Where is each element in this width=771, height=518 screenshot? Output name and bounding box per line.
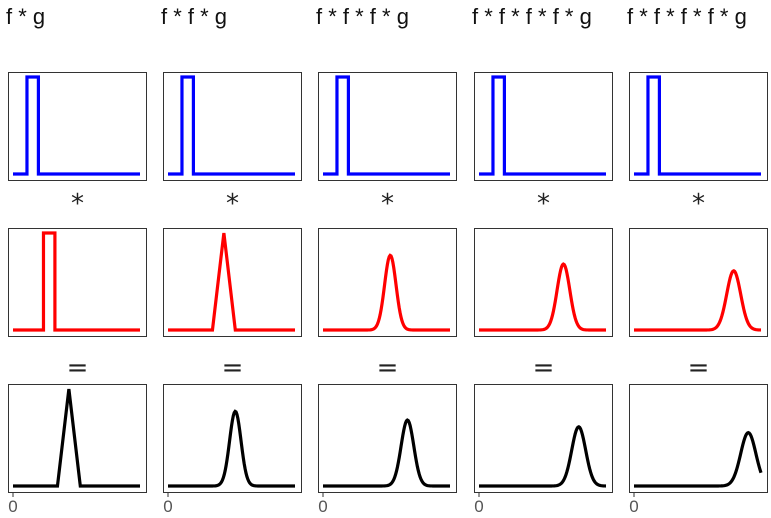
panel-frame-col4-row2 <box>474 228 613 337</box>
convolve-symbol-col5: * <box>692 189 705 219</box>
column-title-1: f * g <box>6 4 45 29</box>
result-curve-col1 <box>13 388 140 488</box>
panels <box>8 72 768 493</box>
g-curve-col3 <box>323 253 450 332</box>
column-title-4: f * f * f * f * g <box>472 4 592 29</box>
equals-symbol-col2: = <box>222 353 244 383</box>
panel-frame-col2-row1 <box>163 72 302 181</box>
convolve-symbol-col4: * <box>537 189 550 219</box>
result-curve-col3 <box>323 418 450 488</box>
column-titles: f * g f * f * g f * f * f * g f * f * f * f… <box>6 4 747 29</box>
panel-frame-col2-row2 <box>163 228 302 337</box>
g-curve-col5 <box>634 269 762 332</box>
f-curve-col2 <box>168 75 295 176</box>
f-curve-col3 <box>323 75 450 176</box>
panel-frame-col4-row3 <box>474 384 613 493</box>
g-curve-col2 <box>168 232 295 332</box>
x-axis-ticks: 0 0 0 0 0 <box>8 492 639 516</box>
panel-frame-col2-row3 <box>163 384 302 493</box>
x-tick-label-col1: 0 <box>8 497 17 516</box>
equals-symbol-col4: = <box>533 353 555 383</box>
column-title-3: f * f * f * g <box>316 4 409 29</box>
equals-symbol-col1: = <box>67 353 89 383</box>
g-curve-col1 <box>13 231 140 332</box>
panel-frame-col3-row1 <box>318 72 457 181</box>
x-tick-label-col4: 0 <box>474 497 483 516</box>
f-curve-col4 <box>479 75 606 176</box>
result-curve-col2 <box>168 409 295 488</box>
panel-frame-col5-row1 <box>629 72 768 181</box>
x-tick-label-col2: 0 <box>163 497 172 516</box>
column-title-5: f * f * f * f * g <box>627 4 747 29</box>
convolve-symbol-col3: * <box>381 189 394 219</box>
panel-frame-col5-row3 <box>629 384 768 493</box>
f-curve-col1 <box>13 75 140 176</box>
panel-frame-col1-row2 <box>8 228 147 337</box>
f-curve-col5 <box>634 75 761 176</box>
convolve-symbol-col1: * <box>71 189 84 219</box>
panel-frame-col4-row1 <box>474 72 613 181</box>
result-curve-col4 <box>479 425 607 488</box>
panel-frame-col3-row3 <box>318 384 457 493</box>
equals-symbol-col3: = <box>377 353 399 383</box>
panel-frame-col1-row3 <box>8 384 147 493</box>
g-curve-col4 <box>479 262 606 332</box>
x-tick-label-col3: 0 <box>318 497 327 516</box>
panel-frame-col1-row1 <box>8 72 147 181</box>
column-title-2: f * f * g <box>161 4 227 29</box>
equals-symbol-col5: = <box>688 353 710 383</box>
panel-frame-col5-row2 <box>629 228 768 337</box>
x-tick-label-col5: 0 <box>629 497 638 516</box>
operator-symbols: * = * = * = * = * = <box>67 189 710 383</box>
convolve-symbol-col2: * <box>226 189 239 219</box>
result-curve-col5 <box>634 430 763 488</box>
panel-frame-col3-row2 <box>318 228 457 337</box>
